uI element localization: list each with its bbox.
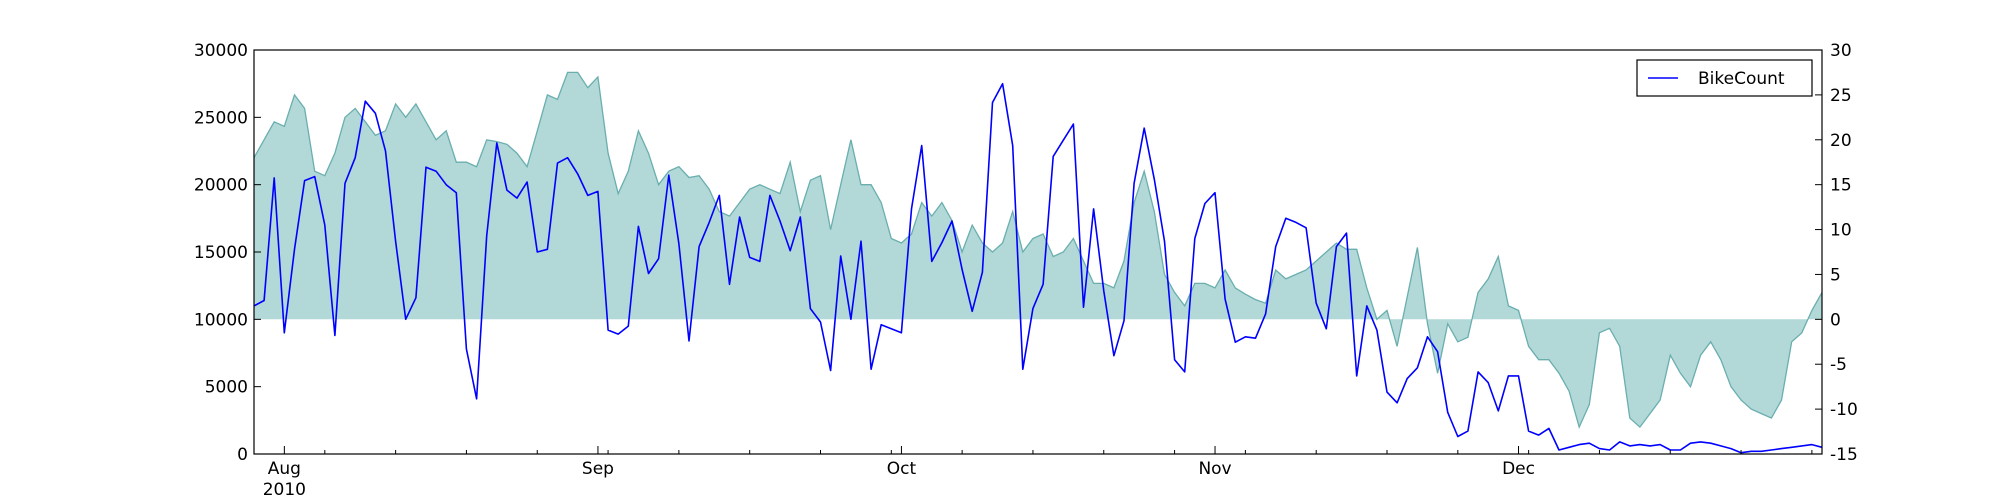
right-tick-label: 10 — [1830, 221, 1852, 241]
left-tick-label: 30000 — [194, 41, 248, 61]
x-tick-sublabel: 2010 — [263, 480, 306, 500]
x-tick-label: Sep — [582, 459, 614, 479]
left-tick-label: 10000 — [194, 310, 248, 330]
left-y-axis: 0 5000 10000 15000 20000 25000 30000 — [194, 41, 261, 465]
legend-label-bikecount: BikeCount — [1698, 69, 1785, 89]
area-fill — [254, 72, 1822, 428]
line-series-layer — [253, 82, 1823, 454]
right-tick-label: 20 — [1830, 131, 1852, 151]
left-tick-label: 5000 — [205, 378, 248, 398]
left-tick-label: 25000 — [194, 108, 248, 128]
right-tick-label: 5 — [1830, 265, 1841, 285]
area-outline — [253, 71, 1823, 430]
right-tick-label: 15 — [1830, 176, 1852, 196]
right-tick-label: 30 — [1830, 41, 1852, 61]
left-tick-label: 20000 — [194, 176, 248, 196]
x-tick-label: Aug — [268, 459, 301, 479]
right-tick-label: -5 — [1830, 355, 1847, 375]
right-tick-label: 0 — [1830, 310, 1841, 330]
series-line-bikecount — [253, 82, 1823, 454]
x-tick-label: Nov — [1198, 459, 1231, 479]
right-y-axis: -15 -10 -5 0 5 10 15 20 25 30 — [1815, 41, 1858, 465]
right-tick-label: 25 — [1830, 86, 1852, 106]
legend: BikeCount — [1636, 59, 1813, 97]
x-tick-label: Oct — [887, 459, 917, 479]
x-tick-label: Dec — [1502, 459, 1535, 479]
right-tick-label: -15 — [1830, 445, 1858, 465]
left-tick-label: 0 — [237, 445, 248, 465]
left-tick-label: 15000 — [194, 243, 248, 263]
right-tick-label: -10 — [1830, 400, 1858, 420]
area-series-layer — [253, 71, 1823, 430]
